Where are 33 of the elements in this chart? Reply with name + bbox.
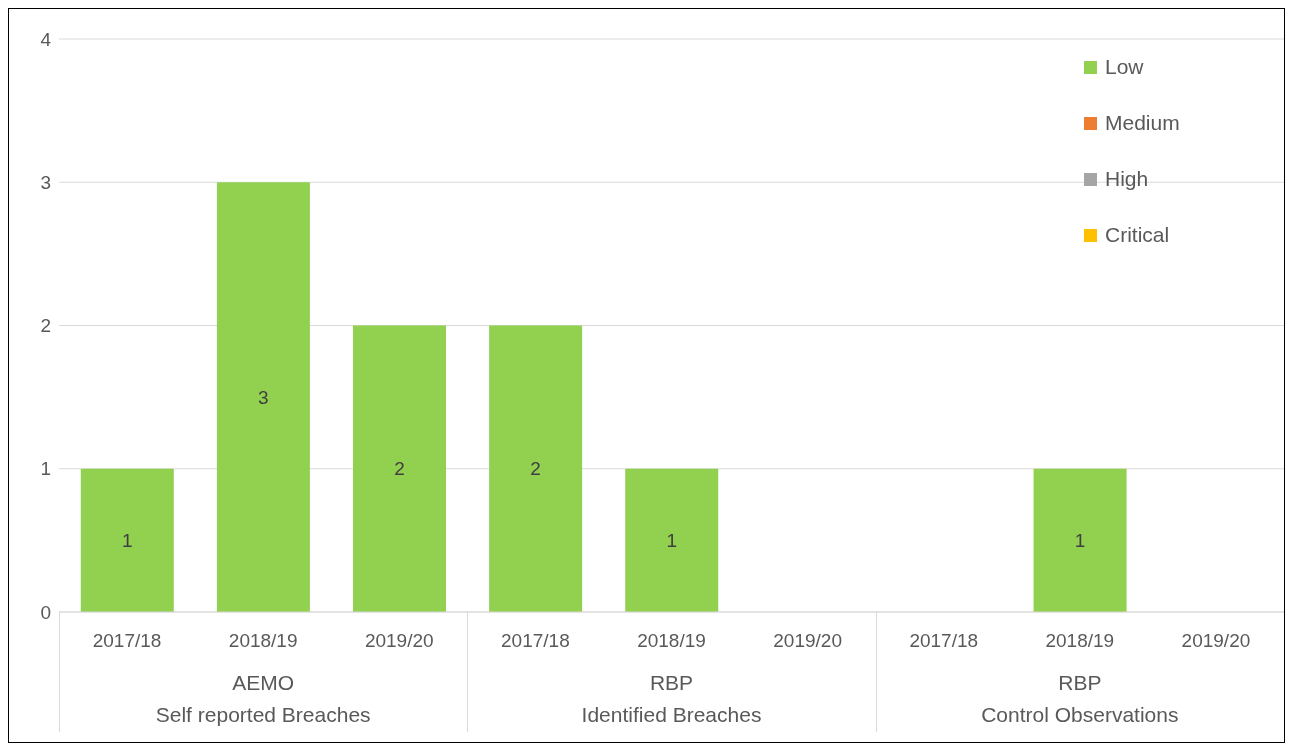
- x-tick-label: 2018/19: [228, 630, 298, 652]
- y-tick-label: 1: [40, 458, 51, 480]
- legend-label: Medium: [1104, 110, 1180, 136]
- data-label: 2: [394, 458, 405, 480]
- data-label: 1: [666, 530, 678, 552]
- bar: [80, 468, 174, 612]
- text: AEMO Self reported Breaches: [154, 670, 372, 728]
- data-label: 2: [530, 458, 541, 480]
- text: RBP Control Observations: [980, 670, 1180, 728]
- x-tick-label: 2019/20: [773, 630, 842, 652]
- x-tick-label: 2017/18: [92, 630, 162, 652]
- bar: [489, 325, 583, 612]
- x-tick-label: 2018/19: [637, 630, 706, 652]
- text: RBP Identified Breaches: [580, 670, 763, 728]
- x-tick-label: 2017/18: [501, 630, 570, 652]
- x-tick-label: 2019/20: [364, 630, 434, 652]
- bar: [216, 182, 310, 612]
- legend-label: Low: [1104, 54, 1145, 80]
- x-tick-label: 2018/19: [1045, 630, 1115, 652]
- y-tick-label: 2: [40, 315, 51, 337]
- y-tick-label: 0: [40, 601, 51, 623]
- legend-label: Critical: [1104, 222, 1171, 248]
- legend-label: High: [1104, 166, 1150, 192]
- bar: [625, 468, 719, 612]
- y-tick-label: 3: [40, 171, 51, 193]
- data-label: 1: [121, 530, 133, 552]
- x-tick-label: 2019/20: [1181, 630, 1251, 652]
- data-label: 3: [258, 386, 269, 408]
- x-tick-label: 2017/18: [909, 630, 979, 652]
- data-label: 1: [1074, 530, 1086, 552]
- bar: [353, 325, 446, 612]
- y-tick-label: 4: [40, 28, 52, 50]
- bar: [1033, 468, 1127, 612]
